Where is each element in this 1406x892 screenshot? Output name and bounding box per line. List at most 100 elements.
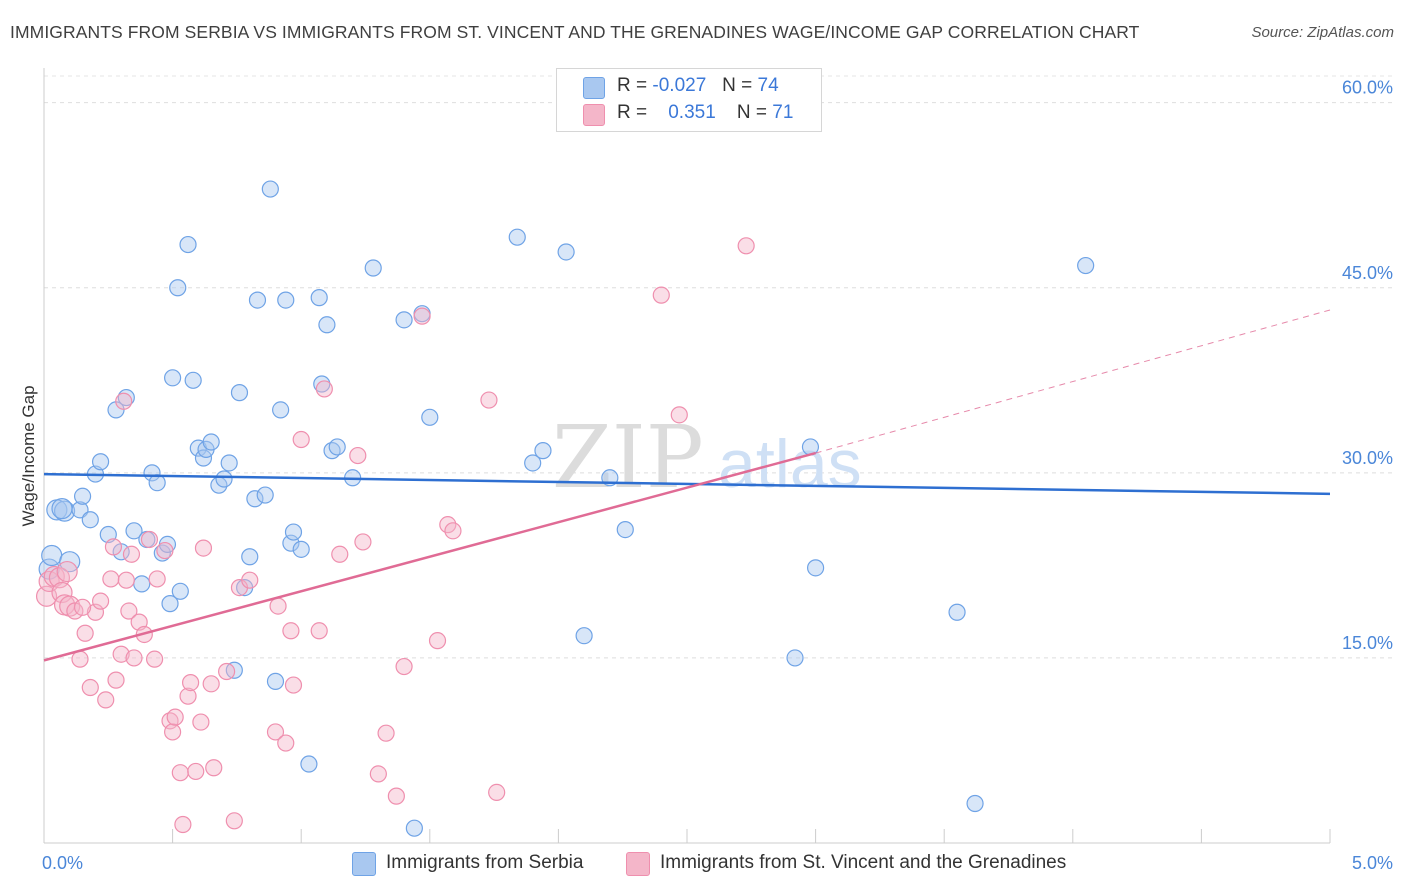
trend-line-ext-s1 — [815, 309, 1331, 454]
point-s1-18 — [112, 645, 130, 663]
point-s0-59 — [421, 408, 439, 426]
point-s1-60 — [395, 657, 413, 676]
point-s1-58 — [377, 724, 395, 742]
point-s0-14 — [125, 522, 143, 540]
point-s1-17 — [107, 671, 125, 689]
point-s1-40 — [202, 675, 220, 693]
point-s1-12 — [86, 603, 105, 621]
point-s1-15 — [102, 570, 120, 588]
point-s1-45 — [241, 571, 259, 589]
point-s1-26 — [140, 530, 159, 549]
point-s0-6 — [73, 487, 92, 505]
point-s0-50 — [313, 375, 331, 393]
point-s1-32 — [166, 708, 184, 726]
point-s0-32 — [215, 470, 233, 488]
watermark-zip: ZIP — [552, 408, 704, 508]
data-points — [35, 180, 1095, 837]
point-s0-66 — [616, 520, 634, 539]
point-s0-7 — [81, 511, 99, 529]
point-s0-48 — [300, 755, 318, 773]
series-label-serbia: Immigrants from Serbia — [386, 852, 584, 873]
point-s1-47 — [269, 597, 287, 615]
point-s0-56 — [395, 311, 413, 329]
point-s0-45 — [282, 534, 300, 552]
point-s0-24 — [171, 582, 189, 600]
point-s1-19 — [115, 392, 133, 410]
point-s1-36 — [182, 673, 200, 692]
legend-swatch-stvincent — [583, 104, 605, 126]
point-s0-70 — [948, 603, 966, 621]
point-s1-6 — [56, 560, 78, 583]
point-s1-64 — [444, 522, 462, 540]
point-s0-61 — [524, 454, 542, 472]
point-s0-57 — [405, 819, 423, 837]
legend-n-value: 74 — [757, 75, 779, 96]
point-s1-14 — [97, 691, 115, 709]
point-s1-54 — [331, 545, 349, 563]
y-tick-label-2: 45.0% — [1342, 263, 1393, 283]
point-s1-56 — [354, 533, 372, 551]
point-s1-48 — [277, 734, 295, 752]
point-s1-39 — [194, 539, 213, 557]
point-s1-51 — [292, 430, 310, 449]
point-s1-65 — [480, 391, 498, 409]
point-s1-66 — [488, 783, 506, 802]
point-s1-9 — [71, 650, 89, 668]
point-s1-70 — [73, 598, 92, 616]
point-s0-55 — [364, 259, 382, 277]
y-axis-label: Wage/Income Gap — [19, 385, 38, 526]
point-s0-62 — [534, 442, 552, 460]
point-s1-62 — [428, 632, 447, 650]
point-s1-11 — [81, 678, 99, 697]
point-s1-22 — [122, 545, 141, 563]
point-s1-57 — [369, 765, 387, 783]
point-s0-40 — [256, 486, 274, 504]
stats-legend: R = -0.027 N = 74 R = 0.351 N = 71 — [556, 68, 822, 132]
point-s1-16 — [104, 538, 123, 556]
point-s0-23 — [169, 279, 187, 297]
point-s0-44 — [277, 291, 295, 309]
chart-source: Source: ZipAtlas.com — [1251, 24, 1394, 41]
x-tick-label-start: 0.0% — [42, 853, 83, 873]
point-s0-60 — [508, 228, 526, 246]
point-s1-49 — [282, 622, 300, 640]
point-s0-73 — [51, 498, 73, 520]
point-s0-21 — [161, 595, 179, 613]
point-s1-28 — [148, 570, 166, 588]
point-s1-69 — [737, 237, 755, 255]
point-s0-39 — [248, 291, 267, 309]
point-s1-20 — [117, 571, 135, 589]
tick-labels: 15.0% 30.0% 45.0% 60.0% 0.0% 5.0% — [42, 78, 1393, 873]
watermark-atlas: atlas — [718, 426, 862, 502]
series-swatch-serbia — [352, 852, 376, 876]
legend-n-label: N = — [736, 102, 768, 123]
legend-r-label: R = — [617, 75, 648, 96]
point-s1-21 — [120, 602, 138, 620]
point-s1-37 — [187, 762, 205, 781]
axes — [43, 68, 1331, 844]
point-s1-41 — [205, 759, 223, 777]
point-s0-37 — [241, 548, 259, 566]
point-s1-59 — [387, 787, 405, 805]
series-swatch-stvincent — [626, 852, 650, 876]
point-s0-72 — [1077, 256, 1095, 275]
point-s0-33 — [220, 454, 238, 472]
legend-n-value: 71 — [772, 102, 794, 123]
point-s1-31 — [164, 723, 182, 741]
point-s0-35 — [230, 384, 249, 402]
trend-line-s1 — [43, 451, 816, 662]
point-s1-53 — [315, 380, 333, 398]
point-s0-41 — [261, 180, 279, 198]
point-s1-7 — [59, 595, 81, 617]
point-s0-63 — [557, 243, 575, 261]
point-s1-23 — [125, 649, 143, 667]
point-s0-53 — [328, 438, 346, 456]
legend-r-value: 0.351 — [668, 102, 716, 123]
point-s1-38 — [192, 713, 210, 731]
point-s1-27 — [145, 650, 164, 668]
y-tick-label-3: 60.0% — [1342, 78, 1393, 98]
point-s1-29 — [156, 541, 174, 560]
point-s1-43 — [225, 812, 243, 830]
point-s0-42 — [266, 672, 285, 690]
